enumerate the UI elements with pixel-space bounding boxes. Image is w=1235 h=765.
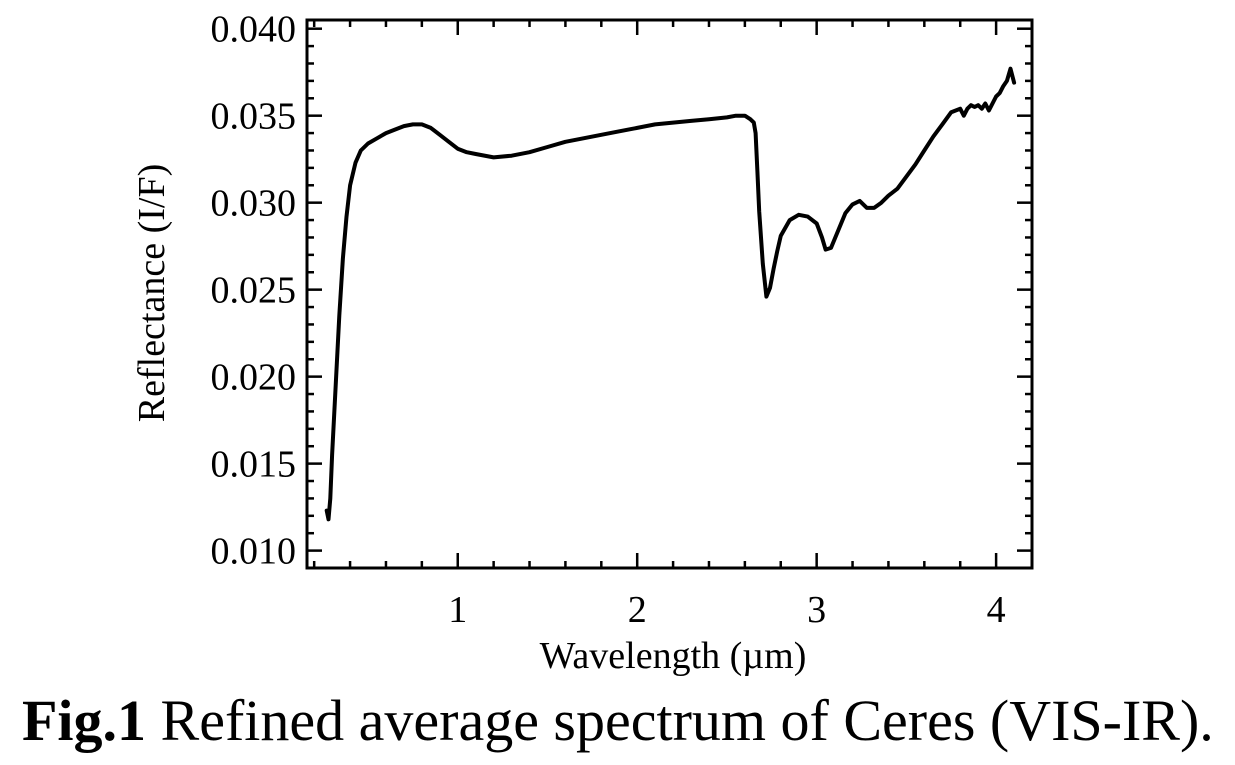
- y-tick-label: 0.030: [211, 183, 297, 225]
- y-axis-title: Reflectance (I/F): [131, 164, 173, 422]
- y-tick-label: 0.025: [211, 270, 297, 312]
- y-tick-label: 0.020: [211, 357, 297, 399]
- x-tick-label: 1: [448, 589, 467, 631]
- plot-area: [305, 18, 1034, 570]
- plot-frame: [305, 18, 1034, 570]
- tick-labels: 1 2 3 4 0.010 0.015 0.020 0.025 0.030 0.035 0.040: [211, 9, 1006, 631]
- series-line-0: [324, 66, 1017, 522]
- x-tick-label: 4: [987, 589, 1006, 631]
- y-tick-label: 0.035: [211, 96, 297, 138]
- figure-caption: Fig.1 Refined average spectrum of Ceres …: [22, 688, 1214, 754]
- y-tick-label: 0.040: [211, 9, 297, 51]
- y-tick-label: 0.015: [211, 444, 297, 486]
- figure-caption-text: Refined average spectrum of Ceres (VIS-I…: [146, 688, 1214, 753]
- x-axis-title: Wavelength (µm): [540, 635, 807, 677]
- figure-caption-label: Fig.1: [22, 688, 147, 753]
- y-tick-label: 0.010: [211, 531, 297, 573]
- x-tick-label: 2: [628, 589, 647, 631]
- axis-ticks: [307, 20, 1034, 570]
- x-tick-label: 3: [807, 589, 826, 631]
